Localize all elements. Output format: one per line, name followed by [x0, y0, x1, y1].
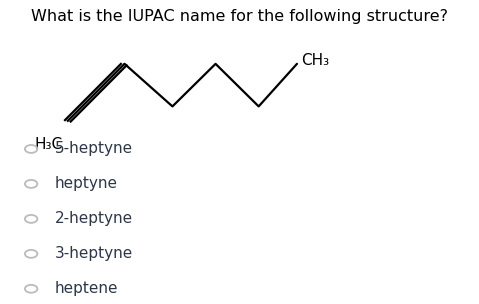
Text: 2-heptyne: 2-heptyne [55, 211, 133, 226]
Text: heptene: heptene [55, 281, 119, 296]
Text: 3-heptyne: 3-heptyne [55, 246, 133, 261]
Text: CH₃: CH₃ [301, 53, 329, 68]
Text: 5-heptyne: 5-heptyne [55, 141, 133, 157]
Text: heptyne: heptyne [55, 176, 118, 192]
Text: What is the IUPAC name for the following structure?: What is the IUPAC name for the following… [31, 9, 448, 24]
Text: H₃C: H₃C [34, 137, 62, 152]
